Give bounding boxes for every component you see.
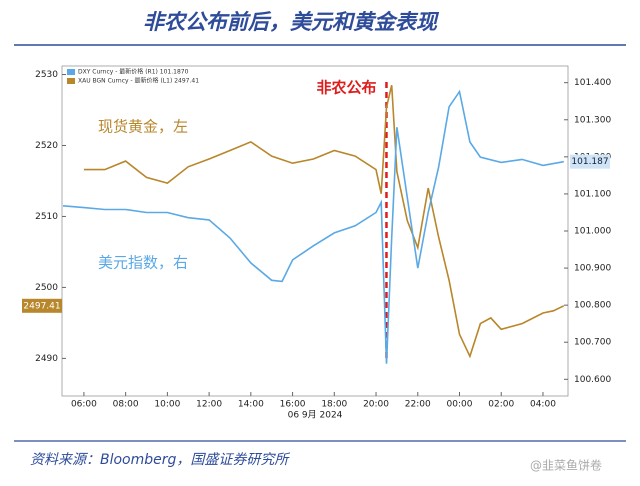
value-badge: [570, 154, 610, 169]
y-tick-label: 2500: [35, 283, 58, 293]
chart-title: 非农公布前后，美元和黄金表现: [143, 10, 440, 34]
y2-tick-label: 101.300: [574, 115, 611, 125]
series-annotation: 美元指数，右: [98, 254, 188, 272]
x-tick-label: 04:00: [530, 400, 556, 410]
value-badge: [22, 298, 62, 313]
x-tick-label: 14:00: [238, 400, 264, 410]
y2-tick-label: 101.100: [574, 189, 611, 199]
x-tick-label: 00:00: [447, 400, 473, 410]
x-tick-label: 08:00: [113, 400, 139, 410]
x-axis-label: 06 9月 2024: [288, 410, 343, 421]
legend-swatch: [67, 69, 75, 75]
y-tick-label: 2490: [35, 354, 58, 364]
y2-tick-label: 101.400: [574, 78, 611, 88]
x-tick-label: 12:00: [196, 400, 222, 410]
y2-tick-label: 100.800: [574, 301, 611, 311]
series-annotation: 现货黄金，左: [98, 118, 188, 136]
y2-tick-label: 100.900: [574, 264, 611, 274]
y2-tick-label: 100.700: [574, 338, 611, 348]
x-tick-label: 16:00: [280, 400, 306, 410]
source: 资料来源：Bloomberg，国盛证券研究所: [30, 452, 290, 468]
y-tick-label: 2530: [35, 70, 58, 80]
watermark: @韭菜鱼饼卷: [530, 458, 602, 473]
value-badge-label: 2497.41: [23, 301, 60, 311]
x-tick-label: 06:00: [71, 400, 97, 410]
x-tick-label: 02:00: [488, 400, 514, 410]
x-tick-label: 10:00: [154, 400, 180, 410]
series-line: [62, 89, 564, 364]
legend-swatch: [67, 78, 75, 84]
y-tick-label: 2510: [35, 212, 58, 222]
x-tick-label: 22:00: [405, 400, 431, 410]
series-line: [83, 85, 565, 359]
event-label: 非农公布: [316, 79, 376, 97]
y2-tick-label: 100.600: [574, 375, 611, 385]
legend-label: DXY Curncy - 最新价格 (R1) 101.1870: [78, 68, 189, 76]
value-badge-label: 101.187: [571, 157, 608, 167]
y-tick-label: 2520: [35, 141, 58, 151]
x-tick-label: 18:00: [321, 400, 347, 410]
x-tick-label: 20:00: [363, 400, 389, 410]
y2-tick-label: 101.000: [574, 227, 611, 237]
legend-label: XAU BGN Curncy - 最新价格 (L1) 2497.41: [78, 77, 199, 85]
